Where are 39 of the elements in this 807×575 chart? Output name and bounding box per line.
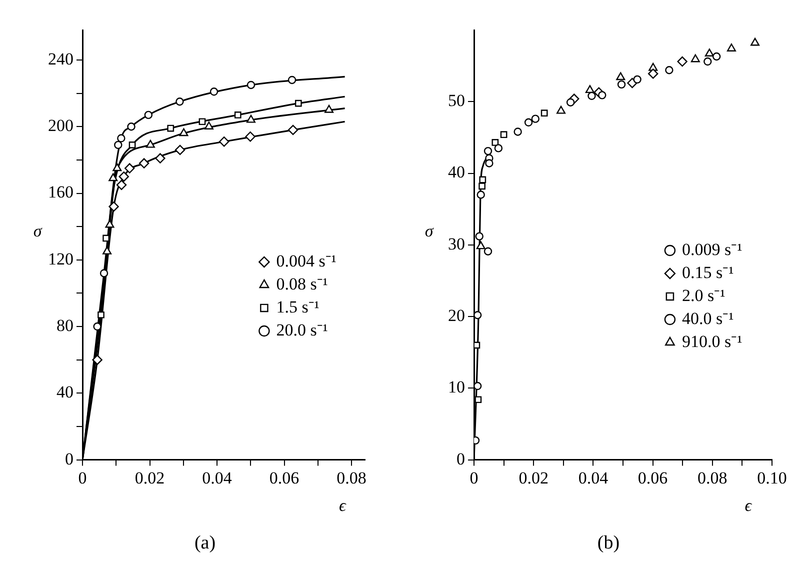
x-tick-label: 0.04: [202, 468, 232, 488]
y-tick-label: 40: [56, 382, 74, 402]
legend-label: 0.08 s⁻¹: [276, 274, 328, 294]
y-axis-title: σ: [33, 221, 42, 240]
y-tick-label: 50: [448, 91, 465, 110]
x-axis-title: ϵ: [744, 496, 753, 515]
y-tick-label: 10: [448, 378, 465, 397]
y-tick-label: 80: [56, 316, 74, 335]
x-tick-label: 0.06: [269, 468, 300, 488]
x-tick-label: 0.08: [698, 468, 728, 488]
legend-label: 1.5 s⁻¹: [276, 297, 320, 316]
legend-label: 0.009 s⁻¹: [682, 240, 742, 259]
y-tick-label: 160: [48, 182, 74, 202]
y-tick-label: 30: [448, 234, 465, 254]
x-tick-label: 0.02: [134, 468, 165, 488]
y-tick-label: 0: [456, 449, 465, 468]
legend-label: 0.15 s⁻¹: [682, 262, 734, 282]
y-tick-label: 120: [48, 249, 74, 268]
x-tick-label: 0.08: [336, 468, 366, 488]
text: (a): [194, 532, 216, 554]
y-tick-label: 20: [448, 306, 465, 325]
x-tick-label: 0: [78, 468, 87, 488]
y-tick-label: 40: [448, 162, 465, 182]
legend-label: 910.0 s⁻¹: [682, 332, 742, 351]
y-axis-title: σ: [424, 221, 434, 240]
y-tick-label: 240: [48, 49, 74, 68]
x-tick-label: 0.10: [757, 468, 787, 488]
text: (b): [597, 532, 620, 554]
x-tick-label: 0.02: [518, 468, 548, 488]
legend-label: 40.0 s⁻¹: [682, 308, 734, 328]
x-tick-label: 0: [470, 468, 478, 488]
y-tick-label: 0: [65, 449, 74, 468]
legend-label: 2.0 s⁻¹: [682, 286, 726, 305]
x-tick-label: 0.04: [578, 468, 609, 488]
x-tick-label: 0.06: [638, 468, 668, 488]
y-tick-label: 200: [48, 116, 74, 136]
legend-label: 0.004 s⁻¹: [276, 251, 336, 270]
legend-label: 20.0 s⁻¹: [276, 320, 328, 340]
x-axis-title: ϵ: [338, 496, 347, 515]
